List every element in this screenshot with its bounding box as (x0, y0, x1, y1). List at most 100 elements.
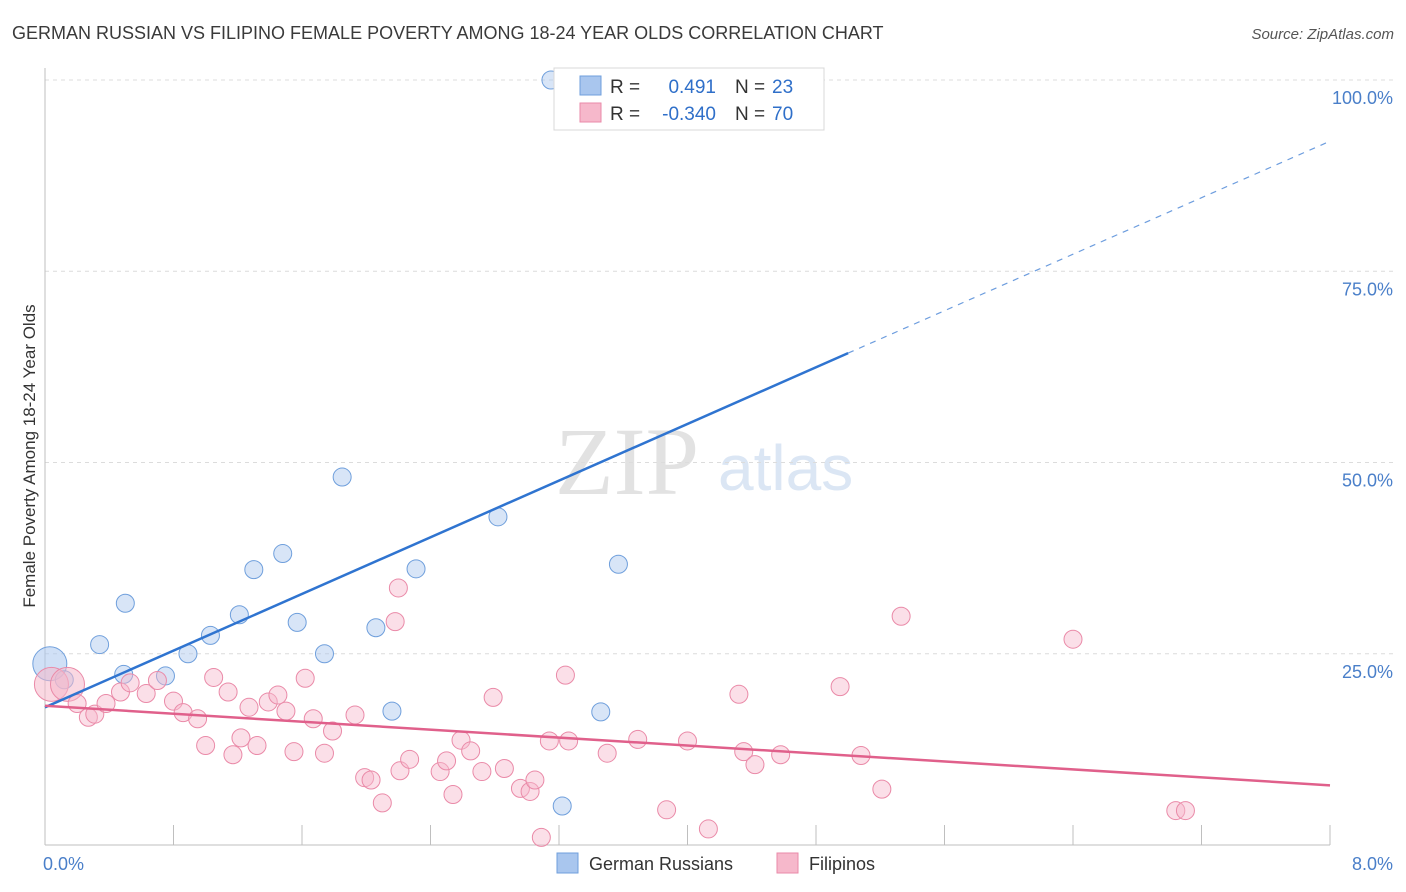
legend-r-label-2: R = (610, 104, 640, 125)
series-points (32, 70, 1195, 847)
y-tick-label-2: 75.0% (1342, 279, 1393, 299)
y-axis-label: Female Poverty Among 18-24 Year Olds (20, 304, 39, 607)
filipinos-point-51 (597, 743, 617, 763)
filipinos-point-64 (1063, 629, 1083, 649)
german-russians-trendline (44, 351, 849, 709)
legend-swatch-filipinos (579, 102, 602, 123)
filipinos-point-25 (303, 709, 323, 729)
filipinos-point-24 (295, 668, 315, 688)
trendlines (44, 140, 1331, 787)
filipinos-point-38 (443, 785, 463, 805)
german-russians-point-20 (591, 702, 611, 722)
filipinos-point-33 (388, 578, 408, 598)
legend-r-value-2: -0.340 (662, 104, 716, 125)
filipinos-point-56 (729, 684, 749, 704)
filipinos-point-58 (745, 755, 765, 775)
watermark: ZIP atlas (555, 408, 853, 515)
filipinos-point-42 (483, 687, 503, 707)
filipinos-point-66 (1175, 801, 1195, 821)
legend-n-value-1: 23 (772, 77, 793, 98)
filipinos-point-7 (120, 673, 140, 693)
bottom-legend: German Russians Filipinos (556, 852, 875, 874)
filipinos-point-27 (323, 721, 343, 741)
filipinos-point-20 (258, 692, 278, 712)
filipinos-point-53 (657, 800, 677, 820)
filipinos-point-59 (771, 745, 791, 765)
german-russians-point-14 (366, 618, 386, 638)
filipinos-point-19 (247, 736, 267, 756)
filipinos-point-45 (520, 781, 540, 801)
legend-n-value-2: 70 (772, 104, 793, 125)
german-russians-point-15 (382, 701, 402, 721)
filipinos-point-35 (400, 749, 420, 769)
watermark-atlas: atlas (718, 432, 853, 504)
filipinos-point-47 (531, 827, 551, 847)
filipinos-point-43 (494, 759, 514, 778)
y-tick-label-0: 25.0% (1342, 662, 1393, 682)
filipinos-point-40 (461, 741, 481, 761)
filipinos-point-22 (276, 701, 296, 721)
german-russians-point-10 (273, 544, 293, 564)
german-russians-point-13 (332, 467, 352, 487)
bottom-legend-label-german-russians: German Russians (589, 854, 733, 874)
filipinos-point-52 (628, 729, 648, 749)
filipinos-point-55 (698, 819, 718, 839)
watermark-zip: ZIP (555, 408, 699, 515)
filipinos-point-49 (555, 665, 575, 685)
filipinos-point-26 (314, 743, 334, 763)
german-russians-point-21 (608, 554, 628, 574)
filipinos-point-32 (385, 612, 405, 632)
chart-source: Source: ZipAtlas.com (1251, 26, 1394, 43)
filipinos-point-31 (372, 793, 392, 813)
filipinos-point-30 (361, 770, 381, 790)
filipinos-point-8 (136, 684, 156, 704)
bottom-legend-label-filipinos: Filipinos (809, 854, 875, 874)
filipinos-point-21 (268, 685, 288, 705)
filipinos-point-13 (196, 736, 216, 756)
bottom-legend-swatch-filipinos (776, 852, 799, 874)
filipinos-point-17 (231, 728, 251, 748)
y-tick-label-1: 50.0% (1342, 471, 1393, 491)
filipinos-point-36 (430, 762, 450, 782)
filipinos-point-16 (223, 745, 243, 765)
filipinos-point-28 (345, 705, 365, 725)
filipinos-point-14 (204, 667, 224, 687)
filipinos-point-15 (218, 682, 238, 702)
legend-r-label-1: R = (610, 77, 640, 98)
x-tick-label-1: 8.0% (1352, 854, 1393, 874)
filipinos-point-60 (830, 677, 850, 697)
filipinos-point-12 (188, 709, 208, 729)
axes (44, 68, 1331, 846)
legend-swatch-german-russians (579, 75, 602, 96)
filipinos-point-5 (96, 693, 116, 713)
y-tick-label-3: 100.0% (1332, 88, 1393, 108)
german-russians-point-3 (115, 593, 135, 613)
filipinos-point-46 (525, 770, 545, 790)
legend-r-value-1: 0.491 (668, 77, 716, 98)
german-russians-point-19 (552, 796, 572, 816)
x-tick-labels: 0.0% 8.0% (43, 854, 1393, 874)
german-russians-trendline-extension (847, 140, 1331, 354)
filipinos-point-54 (678, 731, 697, 751)
german-russians-point-12 (314, 644, 334, 664)
y-tick-labels: 25.0% 50.0% 75.0% 100.0% (1332, 88, 1393, 682)
filipinos-trendline (44, 704, 1331, 787)
filipinos-point-57 (734, 742, 754, 762)
filipinos-point-37 (437, 751, 457, 771)
filipinos-point-63 (891, 606, 911, 626)
german-russians-point-9 (244, 560, 264, 580)
bottom-legend-swatch-german-russians (556, 852, 579, 874)
filipinos-point-48 (539, 731, 559, 751)
filipinos-point-65 (1166, 801, 1186, 821)
german-russians-point-2 (90, 635, 110, 655)
x-tick-label-0: 0.0% (43, 854, 84, 874)
chart-title: GERMAN RUSSIAN VS FILIPINO FEMALE POVERT… (12, 23, 884, 43)
filipinos-point-62 (872, 779, 892, 799)
legend-n-label-2: N = (735, 104, 765, 125)
filipinos-point-18 (239, 697, 259, 717)
german-russians-point-16 (406, 559, 426, 579)
filipinos-point-41 (472, 762, 492, 782)
german-russians-point-11 (287, 612, 307, 632)
filipinos-point-50 (559, 731, 579, 751)
